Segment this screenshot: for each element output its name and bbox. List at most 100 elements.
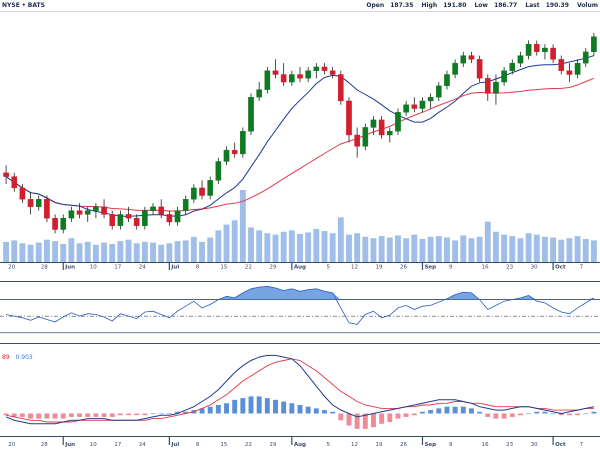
candle bbox=[11, 172, 18, 192]
candle bbox=[444, 70, 450, 90]
candle bbox=[52, 214, 58, 234]
volume-bar bbox=[52, 241, 59, 262]
candle-body bbox=[419, 100, 426, 109]
candle bbox=[256, 82, 262, 101]
candle bbox=[517, 51, 524, 67]
candle-body bbox=[509, 62, 516, 71]
macd-histogram-bar bbox=[460, 406, 466, 414]
candle bbox=[125, 206, 132, 222]
candle bbox=[460, 51, 467, 67]
volume-bar bbox=[125, 239, 132, 262]
x-tick-label: Aug bbox=[294, 265, 306, 271]
candle-body bbox=[460, 55, 467, 64]
x-tick-label: 17 bbox=[114, 442, 121, 448]
macd-histogram-bar bbox=[469, 408, 474, 414]
low-value: 186.77 bbox=[494, 2, 518, 9]
candle bbox=[329, 66, 336, 79]
volume-bar bbox=[280, 231, 287, 262]
macd-histogram-bar bbox=[534, 411, 540, 414]
candle bbox=[378, 116, 385, 139]
volume-bar bbox=[444, 237, 450, 262]
volume-bar bbox=[403, 238, 410, 262]
open-label: Open bbox=[366, 2, 385, 9]
candle-body bbox=[158, 206, 165, 215]
candle-body bbox=[19, 187, 26, 200]
candlesticks[interactable] bbox=[3, 32, 597, 234]
candle-body bbox=[166, 214, 173, 223]
x-tick-label: 7 bbox=[580, 265, 584, 271]
candle-body bbox=[444, 74, 450, 87]
macd-histogram-bar bbox=[264, 398, 270, 414]
candle-body bbox=[101, 206, 107, 215]
candle-body bbox=[256, 89, 262, 98]
candle-body bbox=[354, 134, 360, 147]
x-tick-label: Sep bbox=[424, 265, 436, 271]
x-tick-label: 12 bbox=[351, 265, 358, 271]
candle-body bbox=[395, 112, 401, 132]
volume-bar bbox=[411, 234, 418, 262]
high-label: High bbox=[421, 2, 438, 9]
volume-bar bbox=[239, 190, 246, 262]
macd-histogram-bar bbox=[158, 413, 164, 415]
macd-histogram-bar bbox=[395, 413, 401, 419]
macd-histogram-bar bbox=[403, 413, 409, 417]
x-tick-label: 5 bbox=[326, 442, 330, 448]
volume-bar bbox=[484, 221, 491, 262]
macd-histogram-bar bbox=[175, 411, 180, 414]
candle bbox=[27, 191, 34, 215]
candle bbox=[289, 70, 295, 86]
x-tick-label: 30 bbox=[531, 265, 538, 271]
candle-body bbox=[370, 119, 377, 128]
candle bbox=[3, 165, 9, 185]
candle bbox=[362, 123, 369, 151]
candle-body bbox=[35, 199, 42, 208]
candle-body bbox=[297, 74, 303, 79]
x-tick-label: 17 bbox=[114, 265, 121, 271]
candle bbox=[338, 70, 344, 105]
candle-body bbox=[452, 62, 458, 75]
candle bbox=[223, 146, 230, 166]
macd-histogram-bar bbox=[566, 413, 572, 416]
macd-histogram-bar bbox=[485, 413, 491, 417]
volume-bar bbox=[541, 236, 548, 262]
candle bbox=[305, 66, 311, 83]
candle-body bbox=[550, 47, 556, 60]
volume-bar bbox=[288, 230, 295, 262]
candle bbox=[403, 100, 409, 117]
candle bbox=[297, 66, 303, 83]
macd-histogram-bar bbox=[68, 413, 74, 417]
volume-bar bbox=[101, 242, 107, 262]
x-tick-label: 24 bbox=[139, 265, 146, 271]
x-tick-label: 16 bbox=[482, 265, 489, 271]
x-tick-label: Jun bbox=[64, 442, 75, 448]
candle-body bbox=[27, 199, 34, 208]
volume-bar bbox=[378, 236, 385, 262]
candle-body bbox=[517, 55, 524, 64]
volume-bar bbox=[501, 234, 508, 262]
macd-histogram-bar bbox=[313, 408, 319, 414]
volume-bar bbox=[166, 243, 173, 262]
exchange-label: NYSE • BATS bbox=[2, 2, 45, 9]
macd-histogram-bar bbox=[36, 413, 42, 419]
macd-histogram-bar bbox=[346, 413, 352, 426]
candle-body bbox=[76, 210, 83, 215]
macd-histogram-bar bbox=[501, 413, 507, 419]
volume-bar bbox=[150, 242, 156, 262]
volume-bar bbox=[354, 233, 361, 262]
volume-bar bbox=[109, 244, 116, 262]
candle bbox=[313, 63, 320, 79]
volume-bar bbox=[305, 232, 312, 262]
macd-histogram-bar bbox=[44, 413, 50, 419]
x-tick-label: 29 bbox=[269, 442, 276, 448]
volume-bar bbox=[329, 233, 336, 262]
candle-body bbox=[125, 214, 132, 219]
x-tick-label: Jul bbox=[170, 442, 179, 448]
macd-histogram-bar bbox=[477, 411, 483, 414]
candle bbox=[174, 206, 181, 226]
candle-body bbox=[117, 214, 124, 226]
macd-histogram-bar bbox=[3, 413, 9, 416]
candle bbox=[419, 97, 426, 113]
x-tick-label: Oct bbox=[555, 442, 566, 448]
candle bbox=[272, 59, 279, 79]
